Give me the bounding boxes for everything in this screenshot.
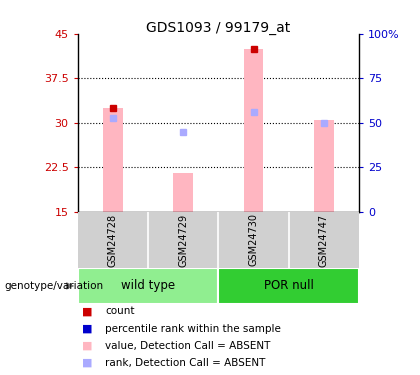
Text: ■: ■ <box>82 324 92 333</box>
Bar <box>218 268 359 304</box>
Text: ■: ■ <box>82 341 92 351</box>
Text: GSM24730: GSM24730 <box>249 213 259 267</box>
Text: count: count <box>105 306 134 316</box>
Bar <box>314 120 334 212</box>
Text: genotype/variation: genotype/variation <box>4 281 103 291</box>
Text: rank, Detection Call = ABSENT: rank, Detection Call = ABSENT <box>105 358 265 368</box>
Bar <box>78 268 218 304</box>
Text: POR null: POR null <box>264 279 314 292</box>
Bar <box>173 173 193 212</box>
Text: GDS1093 / 99179_at: GDS1093 / 99179_at <box>146 21 291 34</box>
Bar <box>244 49 263 212</box>
Text: percentile rank within the sample: percentile rank within the sample <box>105 324 281 333</box>
Text: value, Detection Call = ABSENT: value, Detection Call = ABSENT <box>105 341 270 351</box>
Text: GSM24747: GSM24747 <box>319 213 329 267</box>
Text: GSM24728: GSM24728 <box>108 213 118 267</box>
Text: ■: ■ <box>82 358 92 368</box>
Bar <box>103 108 123 212</box>
Text: wild type: wild type <box>121 279 175 292</box>
Text: GSM24729: GSM24729 <box>178 213 188 267</box>
Text: ■: ■ <box>82 306 92 316</box>
